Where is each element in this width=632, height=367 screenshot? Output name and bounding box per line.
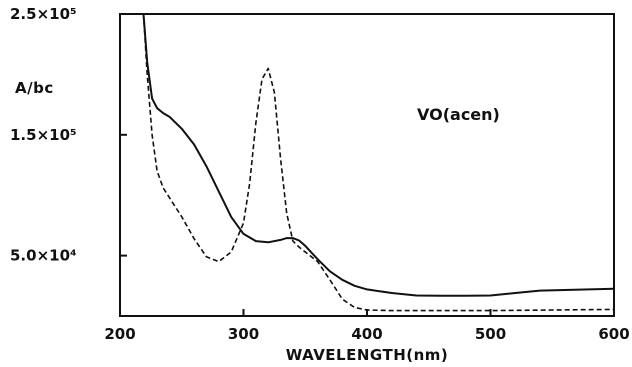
x-tick-label: 500 — [475, 325, 506, 343]
series-layer — [142, 13, 615, 312]
y-tick-label: 5.0×10⁴ — [10, 247, 77, 265]
dashed-spectrum-line — [142, 13, 615, 312]
x-tick-label: 600 — [598, 325, 629, 343]
x-axis-label: WAVELENGTH(nm) — [286, 346, 449, 364]
y-tick-label: 2.5×10⁵ — [10, 5, 77, 23]
x-axis-ticks: 200 300 400 500 600 — [104, 309, 630, 343]
compound-annotation: VO(acen) — [417, 105, 500, 124]
x-tick-label: 300 — [228, 325, 259, 343]
y-axis-label: A/bc — [15, 79, 54, 97]
y-axis-ticks: 5.0×10⁴ 1.5×10⁵ 2.5×10⁵ — [10, 5, 127, 265]
x-tick-label: 400 — [351, 325, 382, 343]
solid-spectrum-line — [142, 13, 615, 297]
plot-frame — [119, 13, 615, 317]
x-tick-label: 200 — [104, 325, 135, 343]
y-tick-label: 1.5×10⁵ — [10, 126, 77, 144]
